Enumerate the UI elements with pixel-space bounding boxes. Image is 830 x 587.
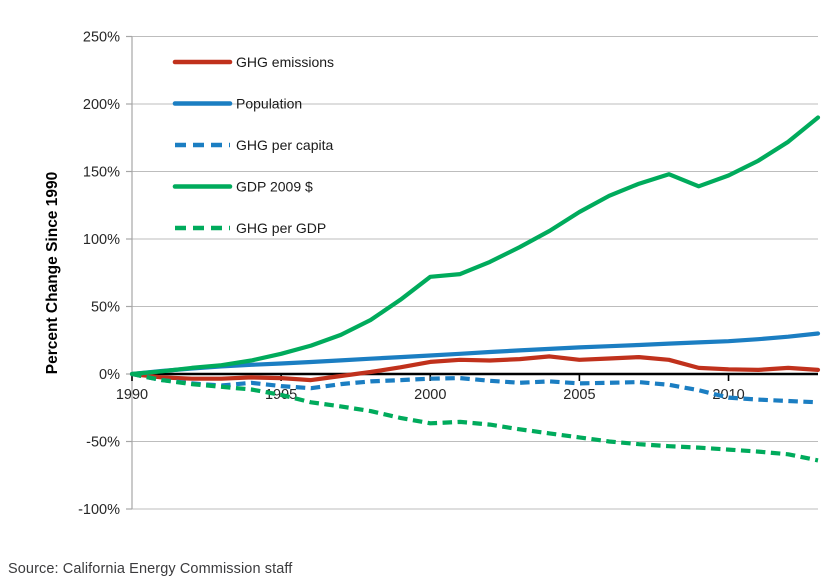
y-tick-label: 250% (83, 30, 120, 46)
legend-label: GHG per capita (236, 137, 333, 153)
legend-label: GDP 2009 $ (236, 179, 313, 195)
series-line-population (129, 331, 821, 377)
x-tick-label: 1990 (116, 387, 148, 403)
legend-label: GHG emissions (236, 54, 334, 70)
y-tick-label: -100% (78, 502, 120, 518)
y-tick-label: 150% (83, 165, 120, 181)
series-line-gdp-2009- (129, 115, 821, 377)
legend-label: GHG per GDP (236, 220, 326, 236)
y-tick-label: 200% (83, 97, 120, 113)
x-tick-label: 2000 (414, 387, 446, 403)
source-note: Source: California Energy Commission sta… (8, 561, 293, 577)
series-line-ghg-per-capita (131, 371, 819, 405)
y-tick-label: -50% (86, 435, 120, 451)
y-tick-label: 0% (99, 367, 120, 383)
y-axis-title: Percent Change Since 1990 (44, 172, 61, 374)
series-line-ghg-per-gdp (131, 371, 819, 463)
y-tick-label: 100% (83, 232, 120, 248)
series-line-ghg-emissions (129, 354, 821, 383)
x-tick-label: 2005 (563, 387, 595, 403)
legend-label: Population (236, 96, 302, 112)
y-tick-label: 50% (91, 300, 120, 316)
